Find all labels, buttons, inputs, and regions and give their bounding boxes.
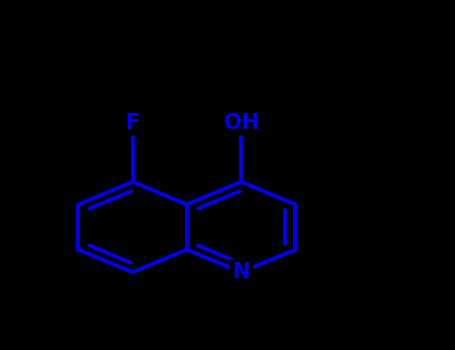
Text: OH: OH [223,113,258,133]
Text: N: N [233,262,250,282]
Text: F: F [126,113,140,133]
